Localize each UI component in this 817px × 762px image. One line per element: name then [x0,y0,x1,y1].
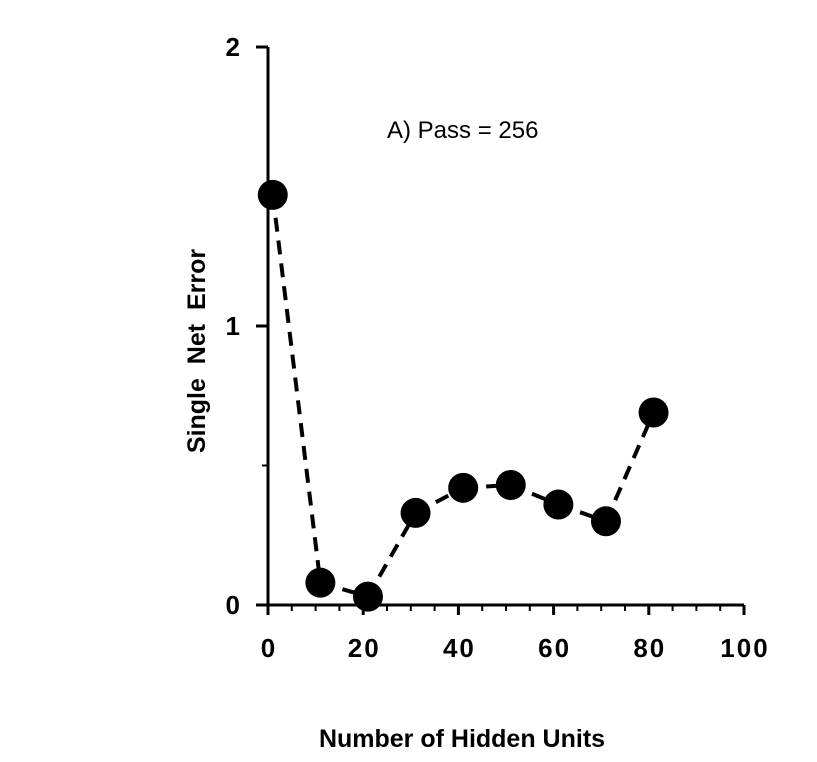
x-tick-label: 80 [633,633,666,663]
y-tick-label: 2 [226,32,242,62]
data-point [400,497,431,528]
x-tick-label: 60 [538,633,571,663]
chart-annotation: A) Pass = 256 [387,117,538,144]
x-tick-label: 0 [261,633,277,663]
data-point [305,567,336,598]
data-point [257,179,288,210]
x-tick-label: 20 [348,633,381,663]
series-line-segment [366,511,418,598]
x-tick-label: 100 [720,633,769,663]
y-tick-label: 0 [226,590,242,620]
data-point [448,472,479,503]
x-tick-label: 40 [443,633,476,663]
data-point [352,581,383,612]
series-points [257,179,669,612]
axis-ticks: 0 20 40 60 80 100 0 1 2 [226,32,769,663]
data-point [638,397,669,428]
series-lines [270,194,656,599]
y-axis-title: Single Net Error [183,249,211,453]
series-line-segment [270,194,323,583]
data-point [590,506,621,537]
y-tick-label: 1 [226,311,242,341]
data-point [543,489,574,520]
data-point [495,470,526,501]
series-line-segment [604,411,656,523]
x-axis-title: Number of Hidden Units [319,725,605,753]
